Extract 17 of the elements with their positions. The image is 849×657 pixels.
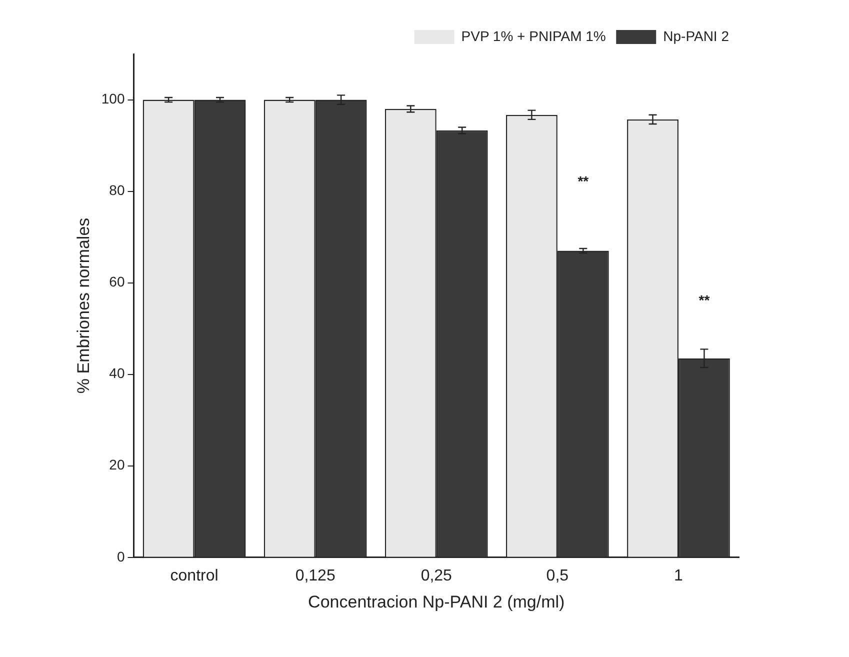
x-tick-label: 1 <box>674 567 684 584</box>
x-tick-label: 0,5 <box>546 567 569 584</box>
y-axis-title: % Embriones normales <box>74 218 93 394</box>
annotation: ** <box>698 292 710 308</box>
x-tick-label: 0,125 <box>295 567 336 584</box>
y-tick-label: 0 <box>116 548 125 564</box>
annotation: ** <box>578 173 590 189</box>
x-tick-label: control <box>170 567 218 584</box>
y-tick-label: 100 <box>101 90 125 107</box>
x-axis-title: Concentracion Np-PANI 2 (mg/ml) <box>308 592 565 612</box>
x-tick-label: 0,25 <box>420 567 452 584</box>
y-tick-label: 60 <box>109 274 125 290</box>
y-tick-label: 20 <box>109 456 125 473</box>
legend-label: Np-PANI 2 <box>663 28 730 44</box>
y-tick-label: 40 <box>109 365 125 382</box>
legend-label: PVP 1% + PNIPAM 1% <box>461 28 606 44</box>
y-tick-label: 80 <box>109 182 125 198</box>
